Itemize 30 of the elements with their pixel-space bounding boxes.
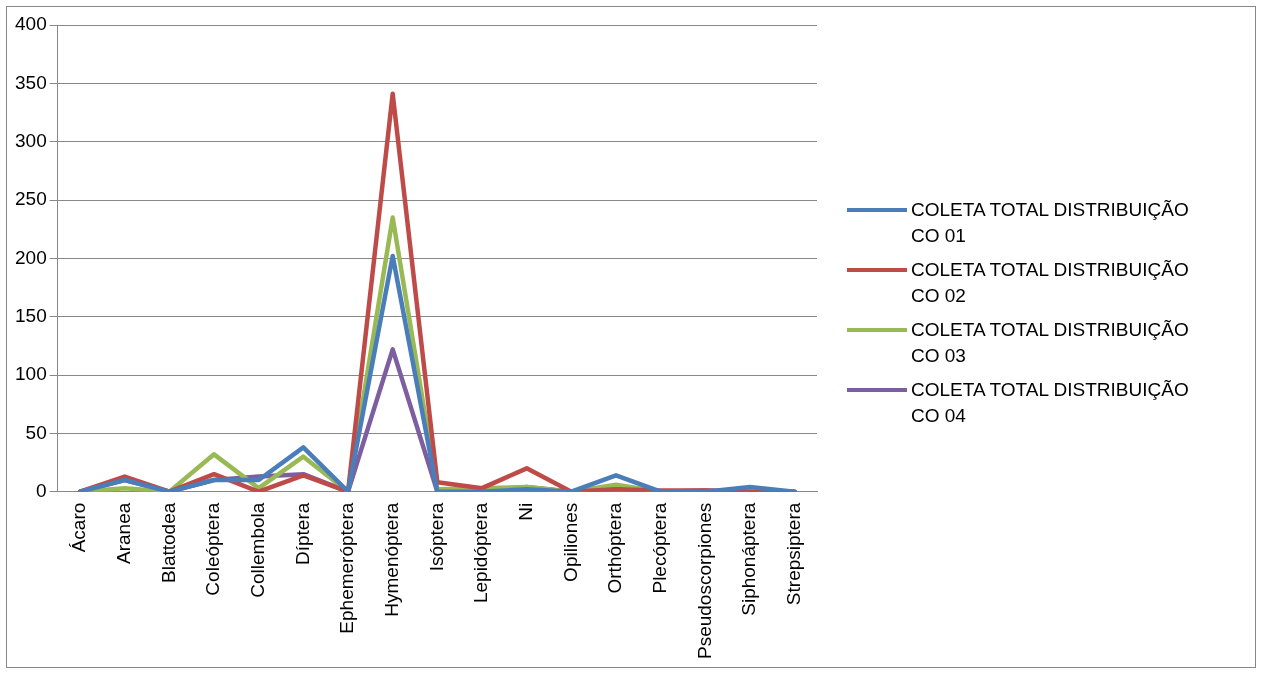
x-tick-label: Collembola [246,502,268,598]
x-tick-label: Opiliones [559,502,581,582]
y-tick-label: 200 [15,246,47,268]
x-tick-label: Díptera [291,502,313,565]
legend-label: COLETA TOTAL DISTRIBUIÇÃO CO 04 [911,378,1190,428]
x-tick-label: Ephemeróptera [336,502,358,634]
x-tick-label: Isóptera [425,502,447,572]
x-tick-label: Blattodea [157,502,179,583]
x-tick-label: Hymenóptera [380,502,402,617]
x-tick-label: Plecóptera [648,502,670,594]
y-tick-label: 400 [15,13,47,35]
y-tick-label: 300 [15,129,47,151]
x-tick-label: Coleóptera [202,502,224,596]
x-tick-label: Lepidóptera [470,502,492,604]
y-tick-label: 150 [15,304,47,326]
x-tick-label: Orthóptera [604,502,626,594]
legend-label: COLETA TOTAL DISTRIBUIÇÃO CO 02 [911,258,1190,308]
x-tick-label: Strepsiptera [782,502,804,606]
y-tick-label: 250 [15,188,47,210]
y-tick-label: 0 [36,479,47,501]
x-tick-label: Pseudoscorpiones [693,502,715,659]
x-tick-label: Ácaro [68,502,90,553]
y-tick-label: 100 [15,363,47,385]
legend-label: COLETA TOTAL DISTRIBUIÇÃO CO 03 [911,318,1190,368]
x-tick-label: Siphonáptera [738,502,760,616]
y-tick-label: 350 [15,71,47,93]
x-tick-label: Ni [514,502,536,521]
y-tick-label: 50 [25,421,47,443]
x-tick-label: Aranea [112,502,134,564]
legend-label: COLETA TOTAL DISTRIBUIÇÃO CO 01 [911,198,1190,248]
